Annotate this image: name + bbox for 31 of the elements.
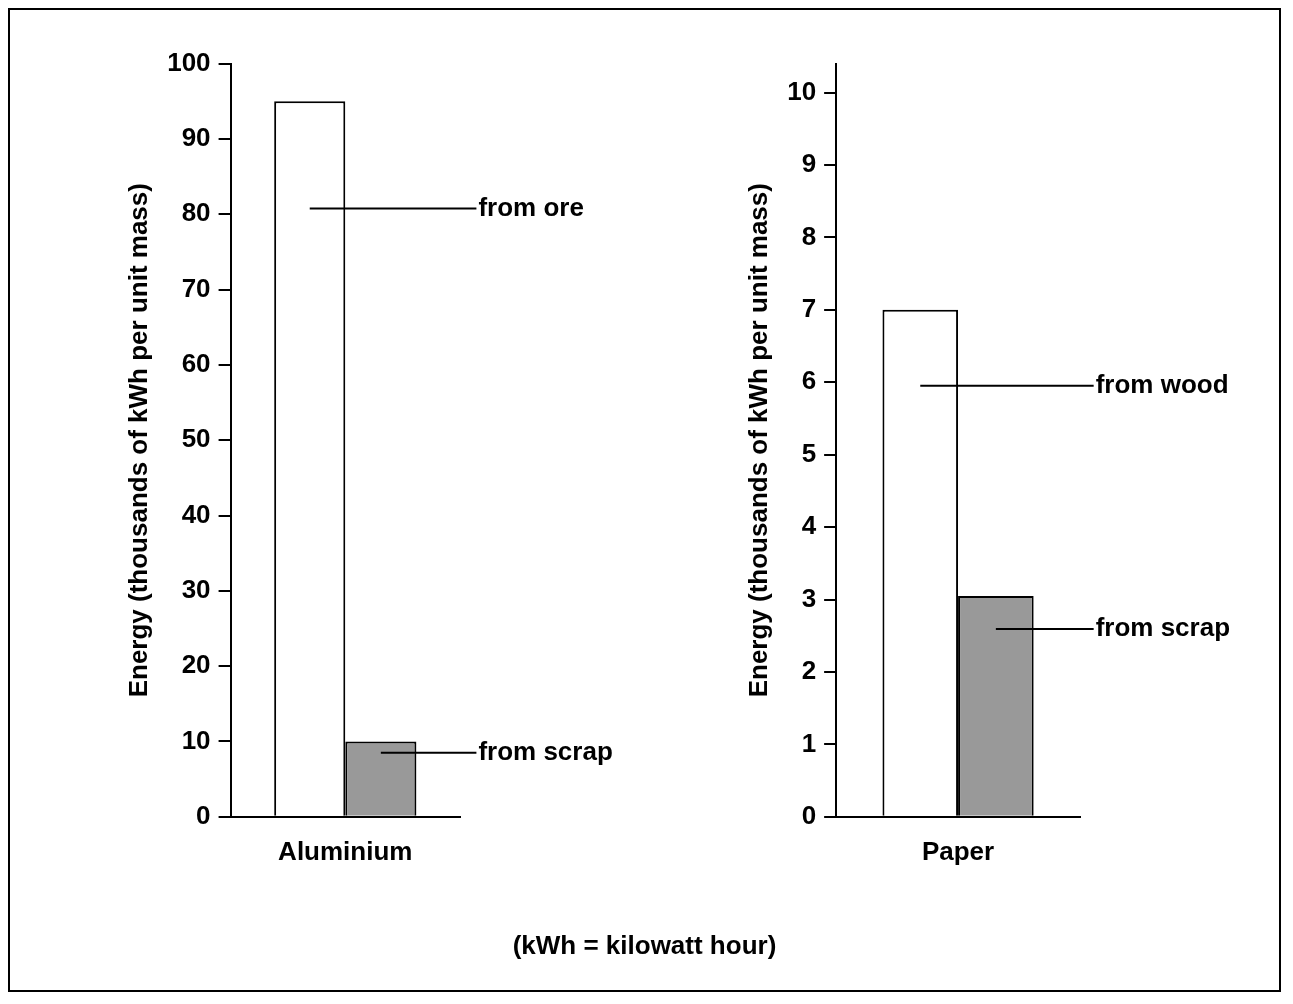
y-tick-label: 80 bbox=[181, 197, 211, 228]
y-tick-label: 6 bbox=[801, 365, 817, 396]
y-tick-label: 8 bbox=[801, 220, 817, 251]
x-tick-label: Aluminium bbox=[278, 835, 413, 866]
x-tick-label: Paper bbox=[921, 835, 995, 866]
y-tick-label: 0 bbox=[801, 799, 817, 830]
y-tick-label: 10 bbox=[787, 75, 817, 106]
y-tick-label: 50 bbox=[181, 423, 211, 454]
y-tick-label: 2 bbox=[801, 655, 817, 686]
y-tick-label: 60 bbox=[181, 348, 211, 379]
y-tick-label: 90 bbox=[181, 122, 211, 153]
y-tick-label: 30 bbox=[181, 574, 211, 605]
text: from scrap bbox=[1095, 612, 1231, 643]
y-axis-title: Energy (thousands of kWh per unit mass) bbox=[122, 183, 153, 698]
text: (kWh = kilowatt hour) bbox=[512, 930, 777, 960]
y-tick-label: 5 bbox=[801, 437, 817, 468]
text: from ore bbox=[478, 191, 584, 222]
text: from wood bbox=[1095, 368, 1229, 399]
y-tick-label: 1 bbox=[801, 727, 817, 758]
y-axis-title: Energy (thousands of kWh per unit mass) bbox=[742, 183, 773, 698]
y-tick-label: 40 bbox=[181, 498, 211, 529]
y-tick-label: 9 bbox=[801, 148, 817, 179]
y-tick-label: 70 bbox=[181, 272, 211, 303]
y-tick-label: 100 bbox=[167, 46, 211, 77]
y-tick-label: 20 bbox=[181, 649, 211, 680]
text: from scrap bbox=[478, 735, 613, 766]
y-tick-label: 7 bbox=[801, 293, 817, 324]
y-tick-label: 4 bbox=[801, 510, 817, 541]
y-tick-label: 10 bbox=[181, 724, 211, 755]
y-tick-label: 0 bbox=[196, 799, 211, 830]
y-tick-label: 3 bbox=[801, 582, 817, 613]
